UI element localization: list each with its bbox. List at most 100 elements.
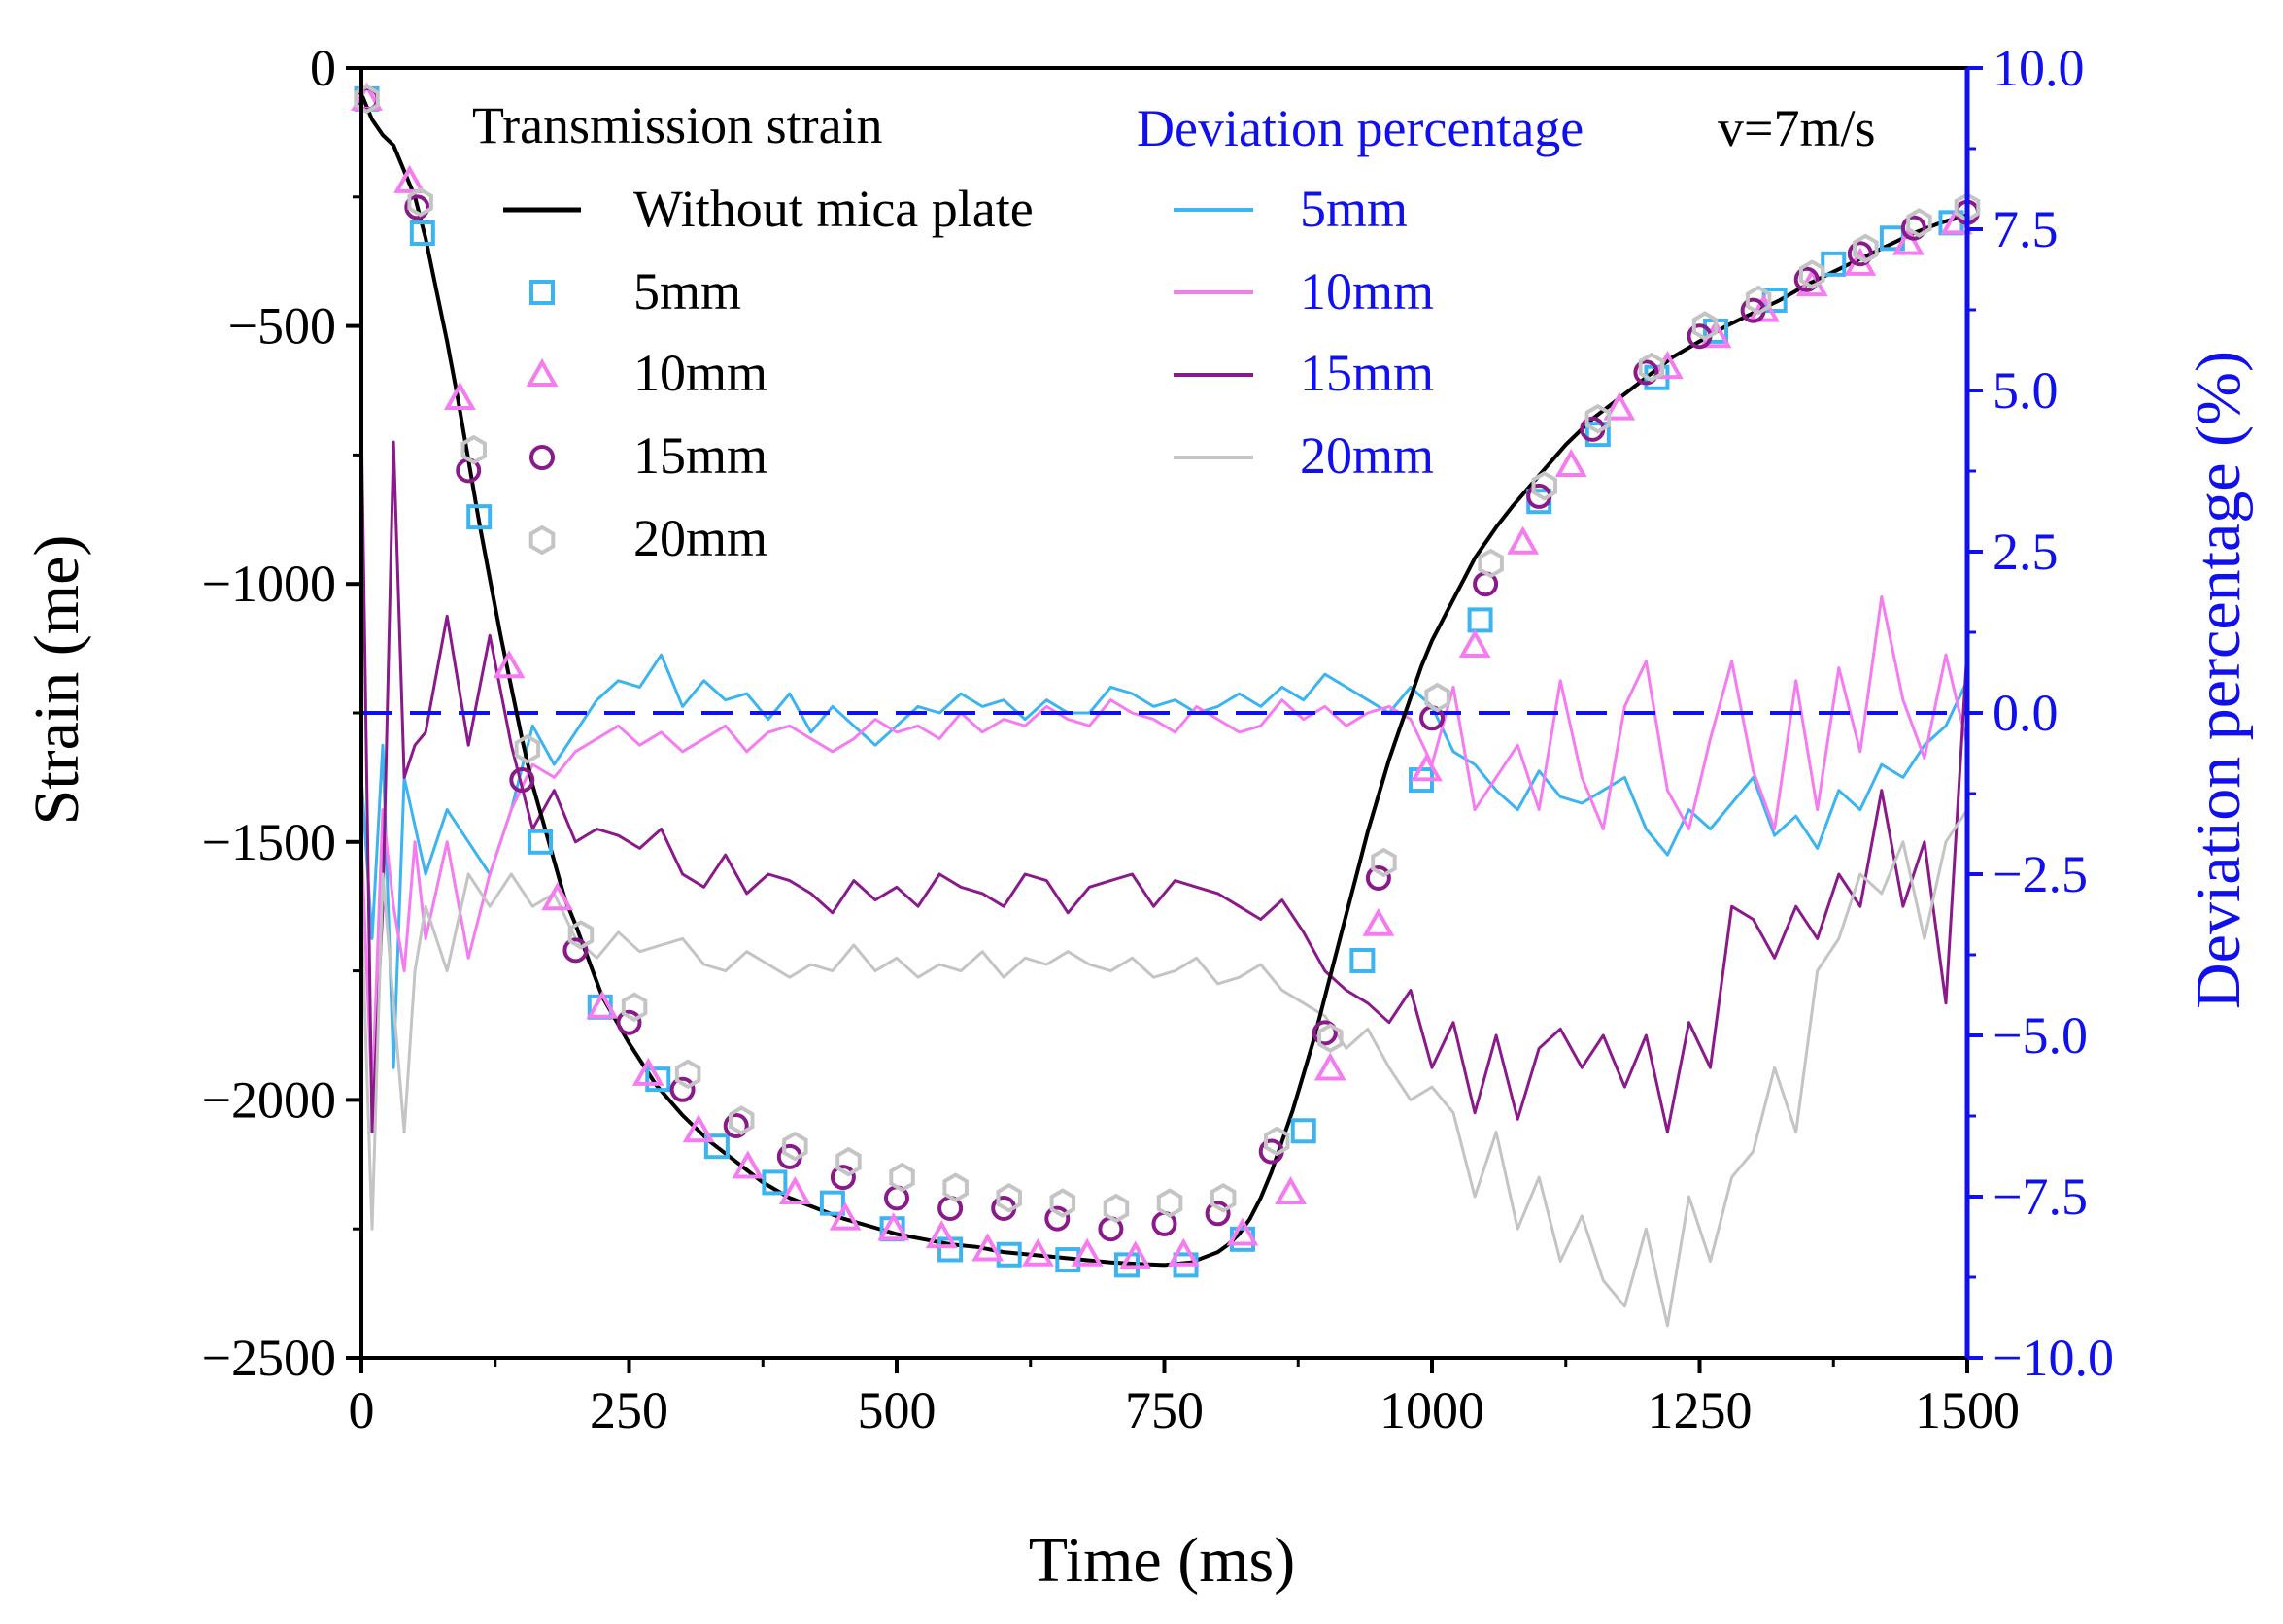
legend-marker-10mm xyxy=(526,357,559,387)
legend-strain-title: Transmission strain xyxy=(472,96,883,154)
legend-deviation-label-10mm: 10mm xyxy=(1300,262,1434,321)
marker-5mm xyxy=(645,1066,671,1093)
marker-10mm xyxy=(1022,1237,1054,1267)
marker-15mm xyxy=(1847,241,1873,267)
marker-5mm xyxy=(1467,607,1493,633)
marker-5mm xyxy=(1584,422,1611,448)
marker-10mm xyxy=(1071,1237,1104,1267)
marker-10mm xyxy=(1748,293,1781,322)
marker-5mm xyxy=(466,504,493,530)
legend-marker-symbol-20mm xyxy=(528,524,556,556)
marker-20mm xyxy=(1638,352,1665,383)
y-right-tick-label: −2.5 xyxy=(1993,845,2088,903)
strain-markers xyxy=(351,82,1981,1278)
marker-10mm xyxy=(1458,628,1491,658)
marker-20mm xyxy=(1103,1193,1130,1224)
x-tick-label: 1500 xyxy=(1915,1381,2020,1439)
marker-5mm xyxy=(1349,947,1376,973)
marker-15mm xyxy=(509,767,535,794)
marker-10mm xyxy=(732,1150,765,1179)
marker-10mm xyxy=(1226,1217,1259,1246)
marker-20mm xyxy=(1799,259,1825,289)
marker-20mm xyxy=(1691,311,1719,341)
y-left-ticks: 0 −500 −1000 −1500 −2000 −2500 xyxy=(202,39,361,1387)
marker-15mm xyxy=(1205,1201,1231,1227)
marker-20mm xyxy=(1210,1182,1237,1213)
marker-10mm xyxy=(925,1220,958,1249)
y-left-tick-label: −500 xyxy=(228,297,336,355)
marker-20mm xyxy=(1745,285,1772,316)
x-tick-label: 0 xyxy=(349,1381,375,1439)
marker-10mm xyxy=(1119,1240,1152,1269)
legend-label-5mm: 5mm xyxy=(633,262,741,321)
marker-10mm xyxy=(393,164,426,193)
marker-15mm xyxy=(1900,215,1926,241)
marker-20mm xyxy=(514,733,541,764)
x-tick-label: 500 xyxy=(858,1381,937,1439)
y-right-tick-label: −10.0 xyxy=(1993,1329,2114,1387)
marker-10mm xyxy=(877,1212,910,1241)
marker-15mm xyxy=(669,1076,696,1102)
marker-20mm xyxy=(889,1162,915,1193)
marker-15mm xyxy=(723,1112,749,1138)
marker-20mm xyxy=(567,920,595,950)
y-right-tick-label: 10.0 xyxy=(1993,39,2085,97)
marker-5mm xyxy=(1821,251,1847,277)
legend-marker-symbol-15mm xyxy=(529,445,555,470)
x-axis-label: Time (ms) xyxy=(1029,1525,1295,1596)
legend-label-20mm: 20mm xyxy=(633,509,767,567)
legend-condition: v=7m/s xyxy=(1718,99,1875,157)
marker-20mm xyxy=(1264,1126,1290,1157)
legend-label-without-mica: Without mica plate xyxy=(633,180,1034,238)
marker-15mm xyxy=(1312,1020,1338,1046)
legend-label-10mm: 10mm xyxy=(633,344,767,402)
marker-20mm xyxy=(1853,233,1879,264)
marker-20mm xyxy=(996,1182,1022,1213)
marker-10mm xyxy=(682,1114,715,1143)
legend-marker-20mm xyxy=(528,524,556,556)
marker-5mm xyxy=(1113,1252,1140,1278)
x-tick-label: 250 xyxy=(590,1381,668,1439)
x-tick-label: 1000 xyxy=(1380,1381,1484,1439)
y-right-tick-label: −5.0 xyxy=(1993,1006,2088,1065)
y-axis-right-label: Deviation percentage (%) xyxy=(2183,351,2254,1009)
marker-5mm xyxy=(409,220,435,246)
marker-10mm xyxy=(1167,1237,1200,1267)
marker-15mm xyxy=(1633,359,1659,386)
y-left-tick-label: −1500 xyxy=(202,813,336,871)
marker-10mm xyxy=(1554,448,1587,478)
y-right-tick-label: 7.5 xyxy=(1993,200,2059,258)
marker-20mm xyxy=(1478,548,1504,579)
marker-10mm xyxy=(541,882,574,911)
marker-5mm xyxy=(528,829,554,855)
marker-10mm xyxy=(1603,391,1636,421)
marker-20mm xyxy=(674,1059,701,1090)
marker-20mm xyxy=(1156,1188,1183,1218)
legend-marker-15mm xyxy=(529,445,555,470)
legend-deviation-label-15mm: 15mm xyxy=(1300,344,1434,402)
marker-20mm xyxy=(354,84,380,115)
marker-10mm xyxy=(971,1233,1005,1262)
marker-10mm xyxy=(1411,753,1443,782)
marker-10mm xyxy=(493,650,526,679)
marker-10mm xyxy=(1362,907,1395,936)
x-tick-label: 750 xyxy=(1125,1381,1204,1439)
y-right-tick-label: 0.0 xyxy=(1993,684,2059,742)
marker-15mm xyxy=(562,937,589,964)
y-left-tick-label: −2000 xyxy=(202,1070,336,1129)
marker-5mm xyxy=(819,1190,845,1216)
strain-curve-without-mica xyxy=(359,92,1968,1268)
marker-20mm xyxy=(1371,847,1397,878)
marker-10mm xyxy=(586,990,619,1019)
marker-20mm xyxy=(835,1146,862,1177)
deviation-line-15mm xyxy=(359,423,1969,1134)
marker-20mm xyxy=(782,1131,808,1162)
marker-10mm xyxy=(631,1057,664,1086)
marker-20mm xyxy=(407,186,433,218)
y-right-tick-label: −7.5 xyxy=(1993,1167,2088,1226)
marker-15mm xyxy=(404,194,430,220)
marker-20mm xyxy=(621,992,648,1023)
marker-10mm xyxy=(1313,1052,1346,1081)
marker-15mm xyxy=(1365,864,1391,891)
